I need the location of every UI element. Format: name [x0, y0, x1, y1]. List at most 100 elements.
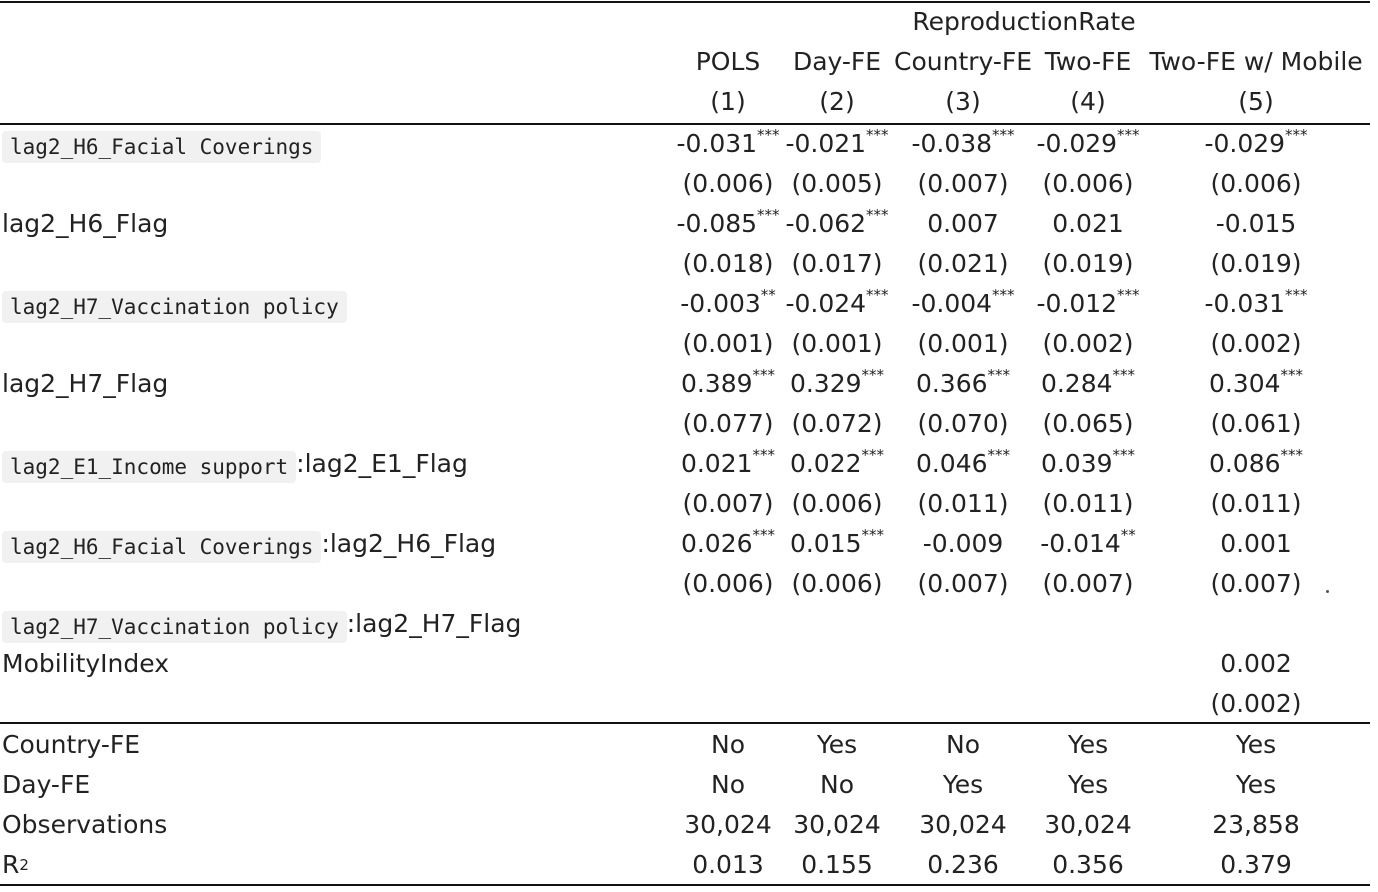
estimate-value: -0.062	[785, 209, 867, 238]
footer-value: No	[946, 730, 980, 759]
significance-stars: ***	[1280, 366, 1304, 384]
coefficient-estimate: -0.029***	[1144, 124, 1368, 164]
row-label: lag2_E1_Income support:lag2_E1_Flag	[2, 444, 468, 484]
standard-error: (0.065)	[1042, 409, 1134, 438]
estimate-value: -0.014	[1040, 529, 1121, 558]
footer-row-country-fe: Country-FE No Yes No Yes Yes	[0, 725, 1378, 765]
coefficient-estimate: -0.012***	[1034, 284, 1142, 324]
estimate-value: -0.038	[911, 129, 993, 158]
standard-error: (0.007)	[1042, 569, 1134, 598]
footer-value: 30,024	[919, 810, 1007, 839]
model-number: (5)	[1238, 87, 1274, 116]
coefficient-estimate	[894, 604, 1032, 644]
estimate-value: 0.366	[915, 369, 988, 398]
coefficient-estimate: 0.304***	[1144, 364, 1368, 404]
r2-superscript: 2	[19, 856, 29, 874]
row-label: Day-FE	[2, 770, 91, 799]
coefficient-estimate	[1034, 644, 1142, 684]
coefficient-estimate: -0.015	[1144, 204, 1368, 244]
estimate-value: -0.024	[785, 289, 867, 318]
standard-error-row: (0.077) (0.072) (0.070) (0.065) (0.061)	[0, 404, 1378, 444]
footer-value: No	[820, 770, 854, 799]
footer-row-day-fe: Day-FE No No Yes Yes Yes	[0, 765, 1378, 805]
standard-error: (0.006)	[1042, 169, 1134, 198]
row-label: lag2_H6_Facial Coverings	[2, 124, 322, 164]
standard-error: (0.018)	[682, 249, 774, 278]
coefficient-row: lag2_H7_Vaccination policy:lag2_H7_Flag	[0, 604, 1378, 644]
estimate-value: -0.029	[1036, 129, 1118, 158]
footer-value: 23,858	[1212, 810, 1300, 839]
footer-value: 30,024	[1044, 810, 1132, 839]
estimate-value: 0.389	[680, 369, 753, 398]
coefficient-estimate: -0.031***	[672, 124, 784, 164]
model-number: (1)	[710, 87, 746, 116]
significance-stars: ***	[752, 366, 776, 384]
estimate-value: 0.046	[915, 449, 988, 478]
row-label: lag2_H6_Flag	[2, 204, 168, 244]
standard-error: (0.072)	[791, 409, 883, 438]
standard-error	[672, 684, 784, 724]
standard-error: (0.077)	[682, 409, 774, 438]
variable-label: lag2_H6_Flag	[2, 209, 169, 238]
significance-stars: ***	[1112, 366, 1136, 384]
standard-error: (0.006)	[1210, 169, 1302, 198]
estimate-value: -0.003	[680, 289, 761, 318]
footer-value: Yes	[1067, 770, 1109, 799]
standard-error: (0.001)	[682, 329, 774, 358]
standard-error: (0.001)	[791, 329, 883, 358]
coefficient-estimate: -0.014**	[1034, 524, 1142, 564]
model-names-row: POLS Day-FE Country-FE Two-FE Two-FE w/ …	[0, 42, 1378, 82]
standard-error-row: (0.018) (0.017) (0.021) (0.019) (0.019)	[0, 244, 1378, 284]
significance-stars: ***	[1285, 126, 1308, 144]
standard-error	[1034, 684, 1142, 724]
code-variable-label: lag2_E1_Income support	[2, 451, 297, 483]
estimate-value: 0.015	[789, 529, 862, 558]
variable-label: :lag2_H6_Flag	[321, 529, 497, 558]
standard-error-row: (0.006) (0.005) (0.007) (0.006) (0.006)	[0, 164, 1378, 204]
coefficient-estimate: 0.021***	[672, 444, 784, 484]
standard-error: (0.005)	[791, 169, 883, 198]
significance-stars: ***	[866, 206, 889, 224]
coefficient-estimate: -0.024***	[782, 284, 892, 324]
footer-value: Yes	[1235, 730, 1277, 759]
standard-error: (0.017)	[791, 249, 883, 278]
estimate-value: -0.004	[911, 289, 993, 318]
coefficient-estimate: 0.007	[894, 204, 1032, 244]
standard-error: (0.001)	[917, 329, 1009, 358]
standard-error: (0.021)	[917, 249, 1009, 278]
coefficient-estimate: 0.284***	[1034, 364, 1142, 404]
footer-value: Yes	[816, 730, 858, 759]
row-label: lag2_H7_Vaccination policy	[2, 284, 347, 324]
estimate-value: -0.015	[1215, 209, 1297, 238]
row-label: lag2_H6_Facial Coverings:lag2_H6_Flag	[2, 524, 496, 564]
footer-value: 0.236	[927, 850, 999, 879]
estimate-value: -0.085	[676, 209, 758, 238]
estimate-value: -0.012	[1036, 289, 1118, 318]
estimate-value: 0.002	[1220, 649, 1292, 678]
significance-stars: ***	[992, 126, 1015, 144]
model-name: Two-FE w/ Mobile	[1149, 47, 1363, 76]
footer-value: 0.356	[1052, 850, 1124, 879]
standard-error: (0.002)	[1042, 329, 1134, 358]
standard-error: (0.007)	[917, 569, 1009, 598]
standard-error	[894, 684, 1032, 724]
coefficient-estimate: -0.009	[894, 524, 1032, 564]
code-variable-label: lag2_H7_Vaccination policy	[2, 611, 347, 643]
code-variable-label: lag2_H6_Facial Coverings	[2, 131, 322, 163]
stray-dot	[1326, 590, 1329, 593]
estimate-value: 0.026	[680, 529, 753, 558]
standard-error: (0.006)	[682, 569, 774, 598]
coefficient-estimate: 0.026***	[672, 524, 784, 564]
footer-row-observations: Observations 30,024 30,024 30,024 30,024…	[0, 805, 1378, 845]
estimate-value: 0.086	[1208, 449, 1281, 478]
footer-value: Yes	[942, 770, 984, 799]
coefficient-estimate: -0.004***	[894, 284, 1032, 324]
coefficient-estimate: 0.002	[1144, 644, 1368, 684]
standard-error: (0.011)	[917, 489, 1009, 518]
coefficient-estimate	[782, 644, 892, 684]
footer-rule	[0, 722, 1370, 724]
coefficient-estimate: 0.022***	[782, 444, 892, 484]
significance-stars: ***	[861, 366, 885, 384]
significance-stars: ***	[861, 446, 885, 464]
